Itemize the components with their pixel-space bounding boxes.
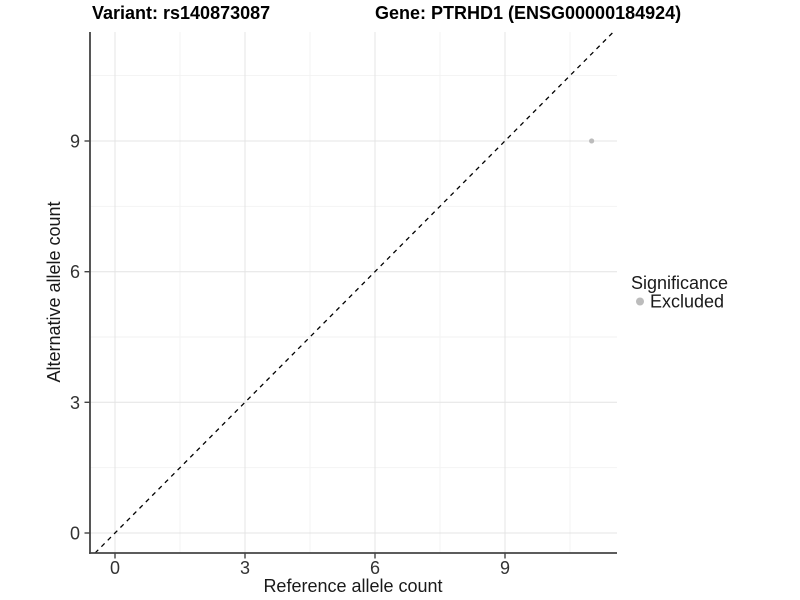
y-tick-label: 0	[70, 524, 80, 544]
x-axis-title: Reference allele count	[263, 576, 442, 596]
legend-title: Significance	[631, 273, 728, 293]
y-axis-title: Alternative allele count	[44, 201, 64, 382]
legend-marker	[636, 297, 644, 306]
grid-major-lines	[90, 32, 617, 553]
legend-item-excluded: Excluded	[650, 292, 724, 312]
y-tick-label: 3	[70, 393, 80, 413]
x-tick-label: 0	[110, 558, 120, 578]
x-tick-label: 9	[500, 558, 510, 578]
x-tick-label: 3	[240, 558, 250, 578]
x-tick-label: 6	[370, 558, 380, 578]
legend: Significance Excluded	[631, 273, 728, 312]
y-tick-label: 9	[70, 132, 80, 152]
plot-title-gene: Gene: PTRHD1 (ENSG00000184924)	[375, 3, 681, 23]
plot-title-variant: Variant: rs140873087	[92, 3, 270, 23]
y-tick-label: 6	[70, 262, 80, 282]
identity-line	[94, 31, 614, 554]
grid-minor-lines	[90, 32, 617, 553]
axis-tick-marks	[84, 140, 506, 559]
data-point	[589, 138, 595, 144]
